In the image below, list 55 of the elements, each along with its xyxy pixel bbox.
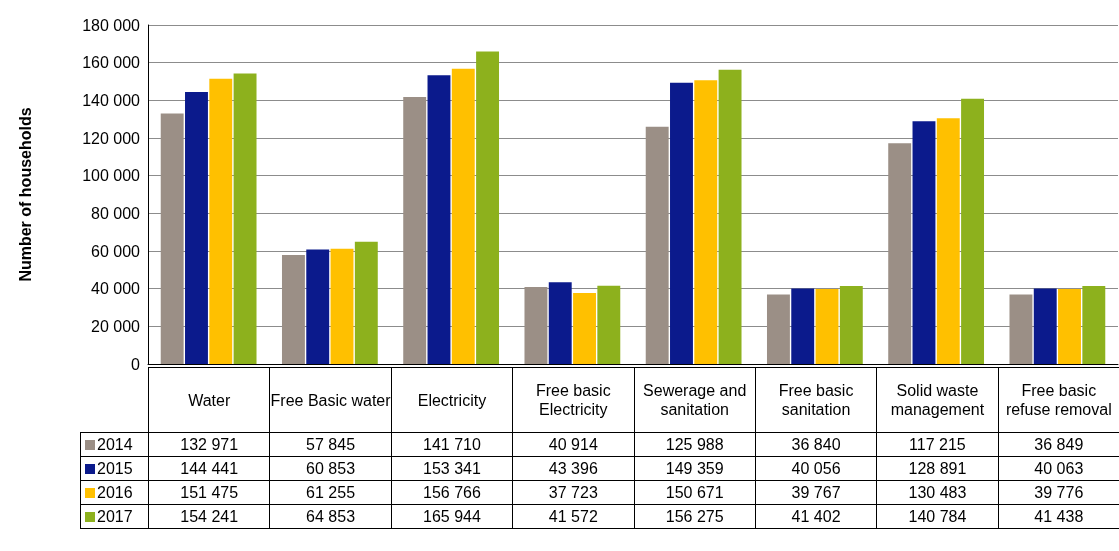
data-label: 141 710: [391, 432, 513, 457]
y-tick-label: 0: [131, 355, 141, 373]
data-label: 61 255: [269, 480, 392, 505]
data-label: 37 723: [512, 480, 634, 505]
x-tick-label: Sewerage and sanitation: [634, 367, 756, 433]
y-tick-label: 60 000: [91, 242, 141, 260]
legend-label: 2015: [80, 456, 149, 481]
data-label: 140 784: [876, 504, 999, 529]
data-label: 125 988: [634, 432, 756, 457]
y-tick-label: 20 000: [91, 317, 141, 335]
data-label: 117 215: [876, 432, 999, 457]
data-label: 132 971: [148, 432, 270, 457]
data-label: 154 241: [148, 504, 270, 529]
data-label: 43 396: [512, 456, 634, 481]
data-label: 128 891: [876, 456, 999, 481]
data-label: 60 853: [269, 456, 392, 481]
x-tick-label: Electricity: [391, 367, 513, 433]
data-label: 40 056: [755, 456, 877, 481]
x-tick-label: Free Basic water: [269, 367, 392, 433]
data-label: 40 063: [998, 456, 1119, 481]
data-label: 41 572: [512, 504, 634, 529]
data-label: 130 483: [876, 480, 999, 505]
data-label: 150 671: [634, 480, 756, 505]
y-tick-label: 120 000: [82, 129, 141, 147]
x-tick-label: Free basic sanitation: [755, 367, 877, 433]
x-tick-label: Water: [148, 367, 270, 433]
data-label: 41 402: [755, 504, 877, 529]
y-axis-title: Number of households: [16, 107, 34, 282]
y-tick-label: 140 000: [82, 91, 141, 109]
data-label: 156 766: [391, 480, 513, 505]
legend-label: 2017: [80, 504, 149, 529]
data-label: 36 840: [755, 432, 877, 457]
x-tick-label: Free basic Electricity: [512, 367, 634, 433]
data-label: 165 944: [391, 504, 513, 529]
y-tick-label: 40 000: [91, 280, 141, 298]
legend-label: 2014: [80, 432, 149, 457]
legend-label: 2016: [80, 480, 149, 505]
data-label: 151 475: [148, 480, 270, 505]
y-tick-label: 100 000: [82, 167, 141, 185]
data-label: 156 275: [634, 504, 756, 529]
data-label: 39 767: [755, 480, 877, 505]
data-label: 41 438: [998, 504, 1119, 529]
data-label: 40 914: [512, 432, 634, 457]
x-tick-label: Free basic refuse removal: [998, 367, 1119, 433]
data-label: 57 845: [269, 432, 392, 457]
data-label: 149 359: [634, 456, 756, 481]
data-label: 144 441: [148, 456, 270, 481]
data-label: 36 849: [998, 432, 1119, 457]
x-tick-label: Solid waste management: [876, 367, 999, 433]
y-tick-label: 180 000: [82, 16, 141, 34]
data-label: 39 776: [998, 480, 1119, 505]
y-tick-label: 160 000: [82, 54, 141, 72]
data-label: 64 853: [269, 504, 392, 529]
data-label: 153 341: [391, 456, 513, 481]
y-tick-label: 80 000: [91, 204, 141, 222]
